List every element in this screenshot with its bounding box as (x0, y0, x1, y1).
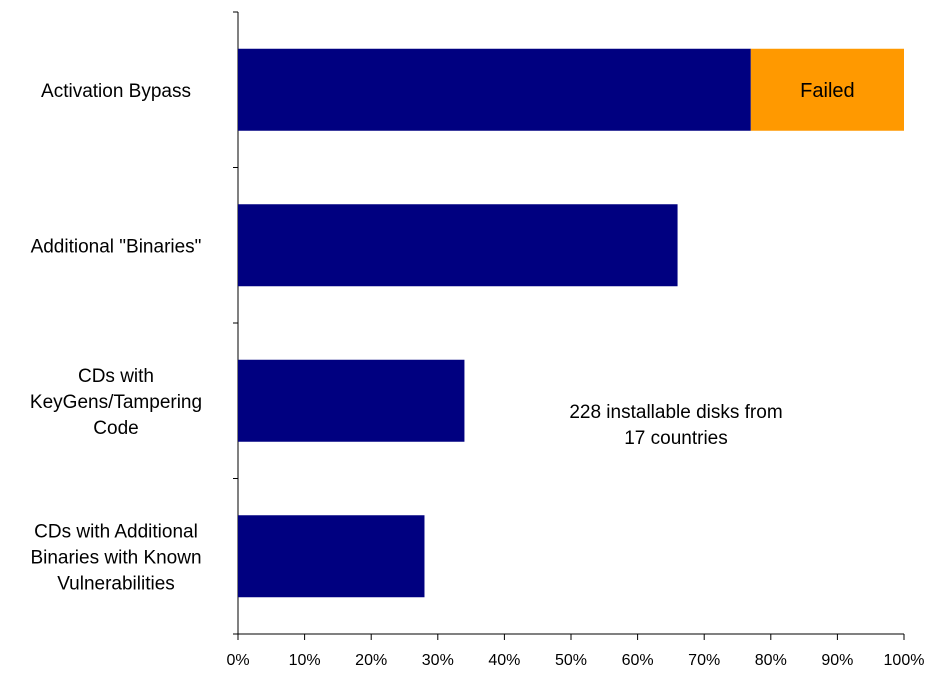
bar-segment (750, 48, 904, 131)
x-tick-label: 0% (226, 652, 249, 669)
x-tick-label: 100% (884, 652, 925, 669)
x-tick-label: 50% (555, 652, 587, 669)
category-label: CDs with Additional Binaries with Known Vu… (30, 521, 201, 594)
x-tick-label: 20% (355, 652, 387, 669)
x-tick-label: 80% (755, 652, 787, 669)
x-tick-label: 90% (821, 652, 853, 669)
x-tick-label: 40% (488, 652, 520, 669)
x-tick-label: 60% (622, 652, 654, 669)
bars: Failed (238, 48, 904, 598)
category-label: CDs with KeyGens/Tampering Code (30, 366, 202, 439)
x-tick-label: 10% (289, 652, 321, 669)
category-label: Additional "Binaries" (31, 236, 202, 257)
category-label: Activation Bypass (41, 81, 191, 102)
x-tick-labels: 0% 10% 20% 30% 40% 50% 60% 70% 80% 90% 100% (226, 652, 924, 669)
bar-segment (238, 204, 678, 287)
category-labels: Activation Bypass Additional "Binaries" CD… (30, 81, 202, 595)
bar-segment (238, 48, 751, 131)
annotation-text: 228 installable disks from 17 countries (569, 402, 782, 449)
x-tick-label: 30% (422, 652, 454, 669)
annotation: 228 installable disks from 17 countries (569, 402, 782, 449)
x-tick-label: 70% (688, 652, 720, 669)
bar-segment (238, 515, 425, 598)
bar-segment (238, 359, 465, 442)
bar-segment-label: Failed (800, 80, 854, 102)
